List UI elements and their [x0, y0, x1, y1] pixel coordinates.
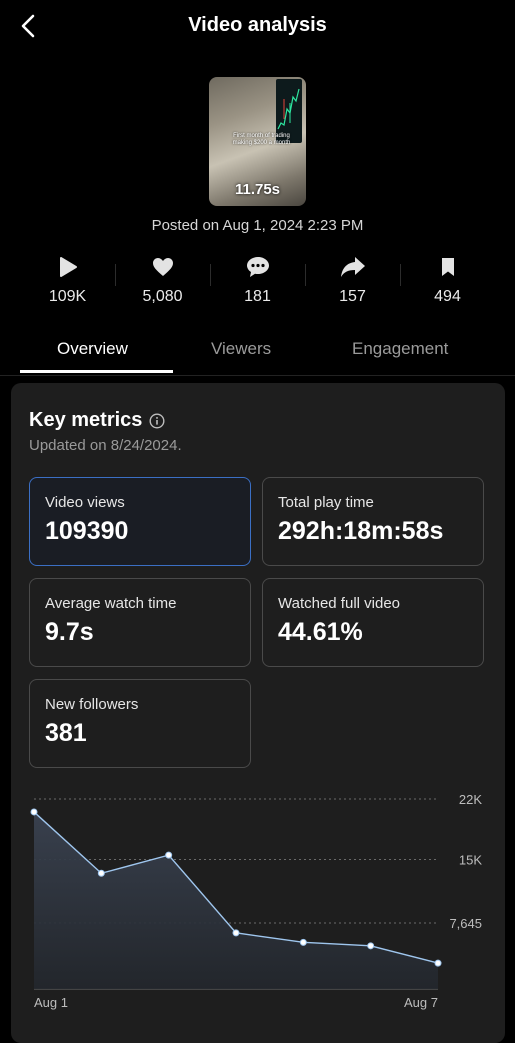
- tab-engagement[interactable]: Engagement: [352, 339, 449, 358]
- metric-new-followers[interactable]: New followers 381: [29, 679, 251, 768]
- views-chart: 22K 15K 7,645 Aug 1 Aug 7: [30, 792, 482, 1010]
- metric-watched-full-video[interactable]: Watched full video 44.61%: [262, 578, 484, 667]
- comment-icon: [246, 257, 269, 277]
- y-tick-label: 22K: [459, 792, 482, 807]
- data-point: [232, 929, 240, 937]
- stat-value: 109K: [48, 288, 87, 305]
- active-tab-indicator: [20, 370, 173, 373]
- x-tick-label: Aug 1: [34, 995, 68, 1010]
- data-point: [165, 851, 173, 859]
- data-point: [30, 808, 38, 816]
- metric-value: 109390: [45, 517, 129, 545]
- stat-value: 5,080: [142, 288, 183, 305]
- chevron-left-icon: [21, 14, 35, 38]
- y-tick-label: 7,645: [449, 916, 482, 931]
- tab-overview[interactable]: Overview: [57, 339, 128, 358]
- metric-value: 292h:18m:58s: [278, 517, 444, 545]
- bookmark-icon: [441, 258, 454, 276]
- page-title: Video analysis: [188, 14, 327, 36]
- posted-date: Posted on Aug 1, 2024 2:23 PM: [151, 217, 364, 234]
- stat-shares[interactable]: 157: [305, 252, 400, 314]
- heart-icon: [152, 258, 173, 276]
- stat-saves[interactable]: 494: [400, 252, 495, 314]
- play-icon: [59, 257, 77, 277]
- stat-value: 181: [244, 288, 271, 305]
- tab-bar: Overview Viewers Engagement: [0, 333, 515, 376]
- back-button[interactable]: [14, 12, 42, 40]
- updated-date: Updated on 8/24/2024.: [29, 437, 182, 454]
- key-metrics-card: Key metrics Updated on 8/24/2024. Video …: [11, 383, 505, 1043]
- key-metrics-heading: Key metrics: [29, 409, 165, 432]
- metric-video-views[interactable]: Video views 109390: [29, 477, 251, 566]
- metric-label: Watched full video: [278, 595, 401, 612]
- metric-label: Average watch time: [45, 595, 177, 612]
- x-tick-label: Aug 7: [404, 995, 438, 1010]
- trading-chart-screen: [276, 79, 302, 143]
- stat-views[interactable]: 109K: [20, 252, 115, 314]
- data-point: [97, 869, 105, 877]
- stat-value: 494: [434, 288, 461, 305]
- info-icon[interactable]: [149, 412, 165, 429]
- video-thumbnail[interactable]: First month of trading making $200 a mon…: [209, 77, 306, 206]
- metric-label: New followers: [45, 696, 139, 713]
- metric-total-play-time[interactable]: Total play time 292h:18m:58s: [262, 477, 484, 566]
- metric-value: 9.7s: [45, 618, 94, 646]
- stats-row: 109K 5,080 181 157: [20, 252, 495, 314]
- data-point: [434, 959, 442, 967]
- stat-value: 157: [339, 288, 366, 305]
- stat-comments[interactable]: 181: [210, 252, 305, 314]
- header: Video analysis: [0, 0, 515, 54]
- data-point: [299, 938, 307, 946]
- tab-viewers[interactable]: Viewers: [211, 339, 272, 358]
- metric-label: Video views: [45, 494, 125, 511]
- metric-average-watch-time[interactable]: Average watch time 9.7s: [29, 578, 251, 667]
- share-icon: [340, 257, 365, 277]
- video-caption: First month of trading making $200 a mon…: [232, 133, 291, 146]
- video-duration: 11.75s: [234, 181, 281, 198]
- data-point: [367, 942, 375, 950]
- area-fill: [34, 811, 438, 989]
- metric-value: 381: [45, 719, 87, 747]
- metric-label: Total play time: [278, 494, 374, 511]
- stat-likes[interactable]: 5,080: [115, 252, 210, 314]
- y-tick-label: 15K: [459, 852, 482, 867]
- metric-value: 44.61%: [278, 618, 363, 646]
- key-metrics-title: Key metrics: [29, 409, 143, 431]
